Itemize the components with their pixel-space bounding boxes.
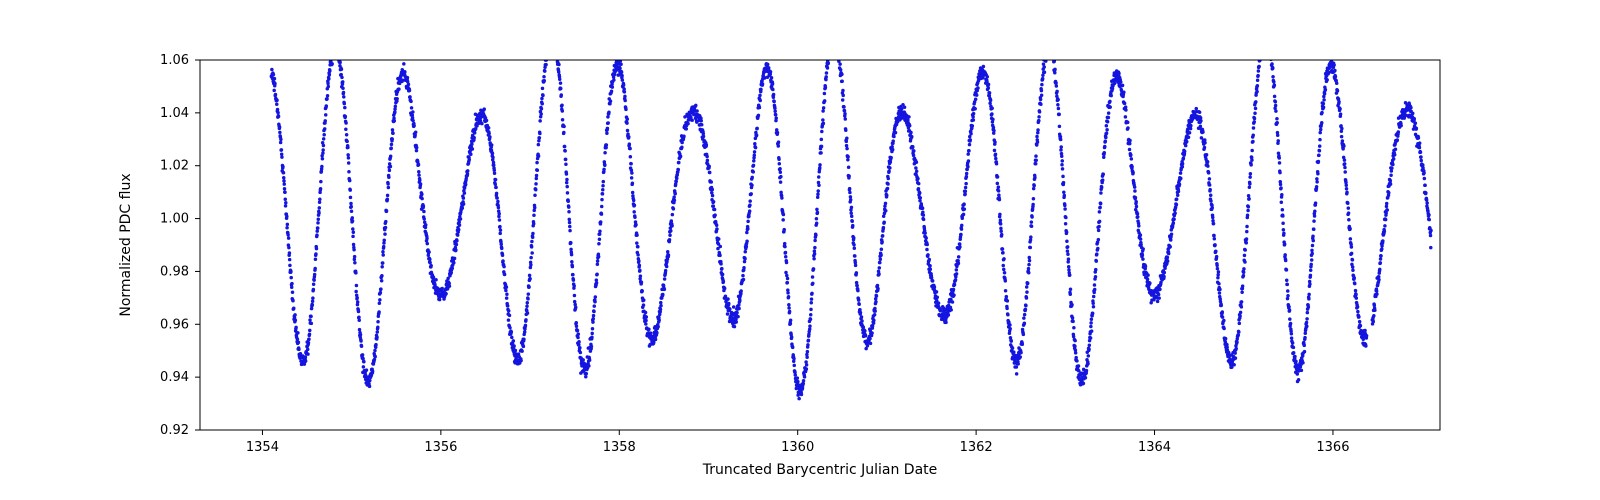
y-tick-label: 1.00 <box>160 212 189 227</box>
x-axis-label: Truncated Barycentric Julian Date <box>702 462 938 478</box>
x-tick-label: 1362 <box>960 440 993 455</box>
y-tick-label: 1.04 <box>160 106 189 121</box>
chart-svg: 1354 1356 1358 1360 1362 1364 1366 0.92 0.94 0.96… <box>0 0 1600 500</box>
y-tick-label: 0.92 <box>160 423 189 438</box>
y-tick-label: 0.94 <box>160 370 189 385</box>
x-tick-label: 1360 <box>781 440 814 455</box>
figure: 1354 1356 1358 1360 1362 1364 1366 0.92 0.94 0.96… <box>0 0 1600 500</box>
y-tick-label: 0.98 <box>160 264 189 279</box>
x-tick-label: 1356 <box>424 440 457 455</box>
y-axis-label: Normalized PDC flux <box>118 173 134 316</box>
y-tick-label: 1.02 <box>160 159 189 174</box>
x-tick-label: 1354 <box>246 440 279 455</box>
x-tick-label: 1364 <box>1138 440 1171 455</box>
y-tick-label: 1.06 <box>160 53 189 68</box>
y-tick-label: 0.96 <box>160 317 189 332</box>
x-tick-label: 1366 <box>1316 440 1349 455</box>
x-tick-label: 1358 <box>603 440 636 455</box>
